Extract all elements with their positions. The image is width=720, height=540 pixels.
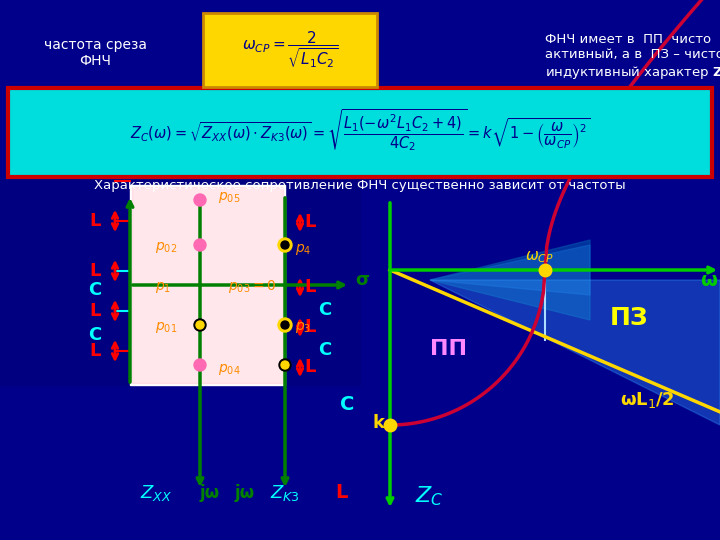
Text: ωL$_1$/2: ωL$_1$/2 [620,390,675,410]
Polygon shape [430,280,720,425]
Text: $\omega_{CP}$: $\omega_{CP}$ [525,249,554,265]
Bar [0,180,360,385]
Text: ФНЧ имеет в  ПП  чисто
активный, а в  ПЗ – чисто
индуктивный характер $\mathbf{Z: ФНЧ имеет в ПП чисто активный, а в ПЗ – … [545,33,720,80]
Circle shape [196,361,204,369]
Text: $Z_{XX}$: $Z_{XX}$ [140,483,172,503]
Circle shape [281,321,289,329]
Text: L: L [335,483,347,502]
Text: $p_{01}$: $p_{01}$ [155,320,177,335]
Text: $p_{03}= 0$: $p_{03}= 0$ [228,278,276,295]
Text: C: C [340,395,354,414]
Text: ПП: ПП [430,339,467,359]
Text: $Z_C(\omega) = \sqrt{Z_{XX}(\omega) \cdot Z_{K3}(\omega)} = \sqrt{\dfrac{L_1(-\o: $Z_C(\omega) = \sqrt{Z_{XX}(\omega) \cdo… [130,107,590,153]
Text: $p_4$: $p_4$ [295,242,312,257]
Text: L: L [89,342,101,360]
Text: jω: jω [200,484,220,502]
Text: частота среза
ФНЧ: частота среза ФНЧ [43,38,146,68]
Text: $p_{04}$: $p_{04}$ [218,362,240,377]
Text: C: C [318,341,332,359]
Circle shape [278,318,292,332]
Circle shape [281,241,289,249]
Text: jω: jω [235,484,255,502]
Circle shape [196,321,204,329]
Circle shape [279,359,291,371]
Text: ω: ω [700,271,717,290]
Text: C: C [89,326,102,344]
Circle shape [194,239,206,251]
Text: L: L [305,213,315,231]
Text: L: L [89,262,101,280]
Text: L: L [305,278,315,296]
Polygon shape [430,240,590,320]
FancyBboxPatch shape [8,88,712,177]
Text: $p_3$: $p_3$ [295,320,311,335]
Circle shape [194,194,206,206]
Text: C: C [89,281,102,299]
Text: L: L [305,358,315,376]
Circle shape [278,238,292,252]
Text: $Z_C$: $Z_C$ [415,484,444,508]
Bar [132,187,283,383]
Text: L: L [305,318,315,336]
Text: L: L [89,212,101,230]
Circle shape [194,359,206,371]
Circle shape [196,196,204,204]
Text: L: L [89,302,101,320]
Bar [130,185,285,385]
Circle shape [194,319,206,331]
Text: C: C [318,301,332,319]
Text: $p_{05}$: $p_{05}$ [218,190,240,205]
Text: k: k [373,414,385,432]
Text: $p_{02}$: $p_{02}$ [155,240,177,255]
Text: $Z_{K3}$: $Z_{K3}$ [270,483,300,503]
Text: $p_1$: $p_1$ [155,280,171,295]
Text: σ: σ [355,271,369,289]
Text: Характеристическое сопротивление ФНЧ существенно зависит от частоты: Характеристическое сопротивление ФНЧ сущ… [94,179,626,192]
Circle shape [196,241,204,249]
Text: $\omega_{CP} = \dfrac{2}{\sqrt{L_1 C_2}}$: $\omega_{CP} = \dfrac{2}{\sqrt{L_1 C_2}}… [242,30,338,70]
Polygon shape [430,245,590,295]
FancyBboxPatch shape [203,13,377,87]
Circle shape [281,361,289,369]
Text: ПЗ: ПЗ [610,306,649,330]
